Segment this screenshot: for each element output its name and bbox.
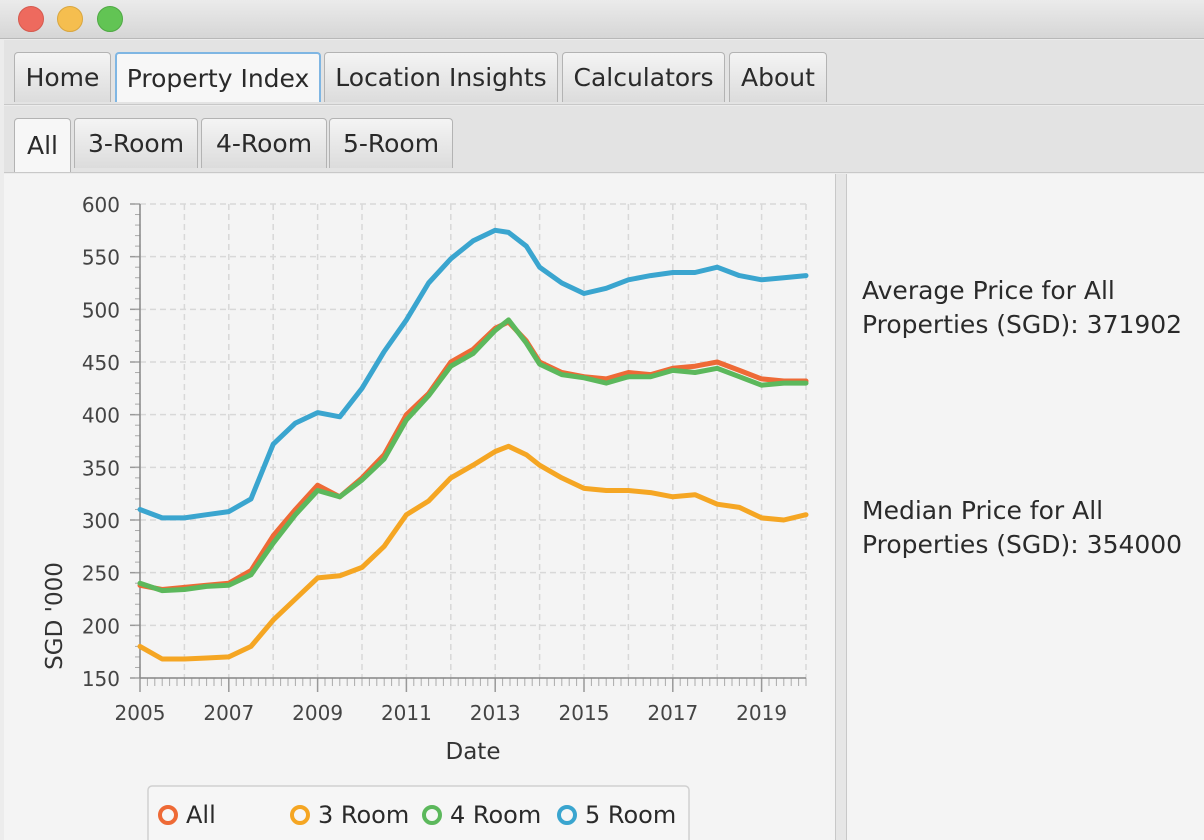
y-tick-label: 150 <box>82 667 120 691</box>
x-tick-label: 2005 <box>115 701 166 725</box>
tab-5-room[interactable]: 5-Room <box>329 118 453 168</box>
main-tab-bar: Home Property Index Location Insights Ca… <box>4 40 1204 105</box>
plot-area <box>140 204 806 678</box>
chart-series <box>137 227 809 662</box>
y-tick-label: 400 <box>82 404 120 428</box>
price-index-chart: 150 200 250 300 350 400 450 500 550 600 2005 2007 20… <box>42 193 809 840</box>
y-tick-label: 500 <box>82 298 120 322</box>
y-tick-label: 200 <box>82 614 120 638</box>
x-tick-label: 2017 <box>647 701 698 725</box>
legend-label: 4 Room <box>450 801 541 829</box>
x-tick-label: 2013 <box>470 701 521 725</box>
y-tick-label: 550 <box>82 246 120 270</box>
tab-location-insights[interactable]: Location Insights <box>324 52 558 102</box>
x-tick-label: 2011 <box>381 701 432 725</box>
series-line-4-room <box>137 317 809 594</box>
y-axis-label: SGD '000 <box>42 562 68 670</box>
y-tick-label: 350 <box>82 456 120 480</box>
legend-marker <box>422 805 442 825</box>
legend-box <box>147 785 690 840</box>
chart-grid <box>139 203 807 679</box>
tab-home[interactable]: Home <box>14 52 111 102</box>
chart-axes: 150 200 250 300 350 400 450 500 550 600 2005 2007 20… <box>82 193 807 725</box>
series-line-5-room <box>137 227 809 521</box>
series-line-3-room <box>137 443 809 662</box>
legend-marker <box>158 805 178 825</box>
x-axis-label: Date <box>446 739 501 765</box>
legend-label: All <box>186 801 216 829</box>
tab-all[interactable]: All <box>14 118 71 172</box>
legend-marker <box>557 805 577 825</box>
x-tick-label: 2007 <box>203 701 254 725</box>
legend-label: 5 Room <box>585 801 676 829</box>
tab-3-room[interactable]: 3-Room <box>74 118 198 168</box>
tab-about[interactable]: About <box>729 52 827 102</box>
close-window-button[interactable] <box>18 6 44 32</box>
x-tick-label: 2015 <box>559 701 610 725</box>
y-tick-label: 250 <box>82 562 120 586</box>
y-tick-label: 300 <box>82 509 120 533</box>
x-tick-label: 2019 <box>736 701 787 725</box>
sub-tab-bar: All 3-Room 4-Room 5-Room <box>4 106 1204 173</box>
average-price-text: Average Price for All Properties (SGD): … <box>862 276 1183 339</box>
legend-label: 3 Room <box>318 801 409 829</box>
x-tick-label: 2009 <box>292 701 343 725</box>
tab-calculators[interactable]: Calculators <box>562 52 725 102</box>
median-price-text: Median Price for All Properties (SGD): 3… <box>862 496 1183 559</box>
maximize-window-button[interactable] <box>97 6 123 32</box>
y-tick-label: 450 <box>82 351 120 375</box>
minimize-window-button[interactable] <box>57 6 83 32</box>
y-tick-label: 600 <box>82 193 120 217</box>
chart-legend: All 3 Room 4 Room 5 Room <box>147 785 690 840</box>
tab-4-room[interactable]: 4-Room <box>201 118 327 168</box>
split-pane-divider[interactable] <box>835 174 847 840</box>
window-titlebar <box>0 0 1204 39</box>
tab-property-index[interactable]: Property Index <box>115 52 321 102</box>
legend-marker <box>290 805 310 825</box>
